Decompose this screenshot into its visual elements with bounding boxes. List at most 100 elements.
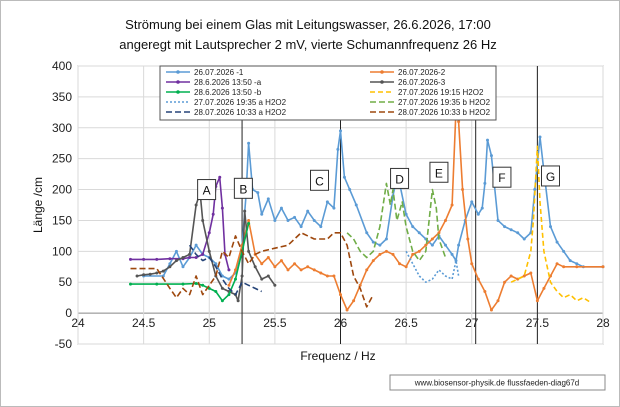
data-point — [201, 283, 205, 287]
data-point — [411, 252, 415, 256]
data-point — [135, 274, 139, 278]
data-point — [201, 218, 205, 222]
data-point — [319, 225, 323, 229]
data-point — [371, 240, 375, 244]
data-point — [325, 274, 329, 278]
data-point — [365, 231, 369, 235]
series-9 — [188, 244, 263, 296]
data-point — [444, 218, 447, 222]
data-point — [535, 299, 539, 303]
data-point — [562, 249, 566, 253]
data-point — [234, 268, 237, 272]
data-point — [555, 262, 559, 266]
data-point — [129, 282, 132, 286]
annotation-box — [541, 165, 560, 187]
data-point — [575, 265, 579, 269]
data-point — [332, 206, 336, 210]
credit-text: www.biosensor-physik.de flussfaeden-diag… — [414, 379, 580, 388]
data-point — [299, 268, 303, 272]
annotation-box — [429, 161, 449, 183]
series-7 — [405, 250, 460, 283]
data-point — [220, 286, 224, 290]
annotation-box — [390, 167, 410, 189]
legend-marker — [176, 90, 180, 94]
annotation-box — [310, 169, 329, 191]
data-point — [214, 289, 218, 293]
data-point — [194, 256, 198, 260]
data-point — [384, 249, 388, 253]
data-point — [273, 265, 277, 269]
data-point — [348, 188, 352, 192]
data-point — [142, 257, 146, 261]
data-point — [273, 218, 277, 222]
data-point — [155, 282, 159, 286]
data-point — [503, 280, 507, 284]
data-point — [227, 277, 231, 281]
data-point — [470, 200, 474, 204]
data-point — [211, 212, 215, 216]
annotation-label: F — [498, 171, 505, 185]
x-tick-label: 24.5 — [132, 316, 156, 330]
data-point — [516, 231, 520, 235]
legend-box — [159, 65, 497, 121]
x-tick-label: 24 — [71, 316, 85, 330]
data-point — [562, 265, 566, 269]
legend-entry: 26.07.2026 -1 — [166, 68, 244, 77]
data-point — [260, 212, 264, 216]
x-tick-label: 26.5 — [394, 316, 418, 330]
y-tick-label: 0 — [65, 306, 72, 320]
data-point — [522, 237, 526, 241]
y-tick-label: 150 — [52, 213, 72, 227]
y-tick-label: 50 — [59, 275, 73, 289]
legend-label: 27.07.2026 19:35 a H2O2 — [194, 98, 287, 107]
data-point — [306, 209, 310, 213]
data-point — [273, 283, 277, 287]
data-point — [483, 181, 487, 185]
y-tick-label: 350 — [52, 90, 72, 104]
series-line — [405, 250, 460, 283]
data-point — [247, 218, 251, 222]
data-point — [293, 262, 297, 266]
data-point — [345, 308, 349, 312]
legend-entry: 28.07.2026 10:33 b H2O2 — [370, 108, 491, 117]
series-line — [510, 145, 591, 303]
data-point — [266, 256, 270, 260]
x-tick-label: 26 — [334, 316, 348, 330]
legend-entry: 27.07.2026 19:35 b H2O2 — [370, 98, 491, 107]
data-point — [181, 282, 185, 286]
data-point — [444, 243, 447, 247]
data-point — [227, 283, 231, 287]
legend-entry: 28.6.2026 13:50 -a — [166, 78, 262, 87]
data-point — [575, 262, 579, 266]
data-point — [411, 225, 415, 229]
legend-label: 26.07.2026-3 — [398, 78, 446, 87]
data-point — [533, 188, 537, 192]
data-point — [247, 222, 251, 226]
data-point — [168, 265, 172, 269]
data-point — [312, 218, 316, 222]
legend-label: 28.6.2026 13:50 -a — [194, 78, 262, 87]
data-point — [306, 265, 310, 269]
data-point — [194, 281, 198, 285]
legend-label: 27.07.2026 19:35 b H2O2 — [398, 98, 491, 107]
data-point — [325, 200, 329, 204]
data-point — [188, 256, 192, 260]
data-point — [555, 240, 559, 244]
data-point — [155, 271, 159, 275]
data-point — [207, 231, 211, 235]
legend-label: 28.6.2026 13:50 -b — [194, 88, 262, 97]
data-point — [529, 271, 533, 275]
x-axis-label: Frequenz / Hz — [300, 349, 375, 363]
data-point — [358, 283, 362, 287]
data-point — [489, 154, 493, 158]
series-line — [130, 232, 375, 308]
x-tick-label: 25 — [203, 316, 217, 330]
data-point — [424, 243, 428, 247]
x-tick-label: 27.5 — [526, 316, 550, 330]
data-point — [466, 237, 470, 241]
data-point — [181, 265, 185, 269]
y-tick-label: 400 — [52, 59, 72, 73]
data-point — [142, 273, 146, 277]
data-point — [450, 203, 454, 207]
data-point — [220, 299, 224, 303]
